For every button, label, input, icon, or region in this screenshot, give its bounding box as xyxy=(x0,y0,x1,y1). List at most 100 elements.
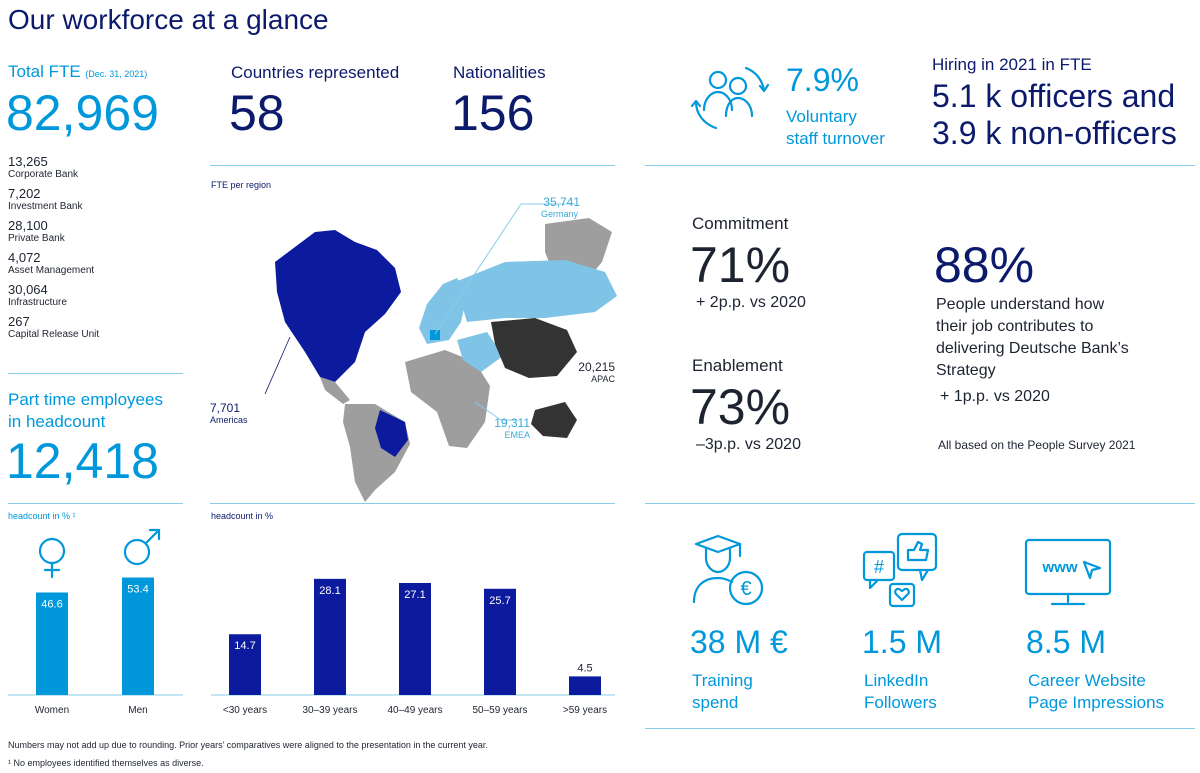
bar-value-label: 28.1 xyxy=(319,585,340,597)
segment-value: 267 xyxy=(8,314,30,329)
linkedin-line2: Followers xyxy=(864,693,937,712)
middle-east-shape xyxy=(457,332,503,372)
nationalities-value: 156 xyxy=(451,85,535,141)
category-tick-label: 30–39 years xyxy=(302,705,357,716)
nationalities-label: Nationalities xyxy=(453,63,546,82)
segment-label: Private Bank xyxy=(8,233,65,244)
enablement-value: 73% xyxy=(690,379,791,435)
bar-value-label: 27.1 xyxy=(404,589,425,601)
bar-value-label: 46.6 xyxy=(41,598,62,610)
bar-4 xyxy=(569,676,601,695)
segment-label: Capital Release Unit xyxy=(8,329,100,340)
segment-value: 4,072 xyxy=(8,250,41,265)
career-label: Career Website Page Impressions xyxy=(1028,670,1164,714)
footnote-rounding: Numbers may not add up due to rounding. … xyxy=(8,740,488,750)
segment-label: Corporate Bank xyxy=(8,169,79,180)
segment-value: 30,064 xyxy=(8,282,48,297)
bar-value-label: 14.7 xyxy=(234,640,255,652)
south-america-shape xyxy=(343,404,410,502)
segment-value: 7,202 xyxy=(8,186,41,201)
training-label: Training spend xyxy=(692,670,753,714)
countries-value: 58 xyxy=(229,85,285,141)
linkedin-label: LinkedIn Followers xyxy=(864,670,937,714)
training-line1: Training xyxy=(692,671,753,690)
category-tick-label: Men xyxy=(128,705,147,716)
divider-left-2 xyxy=(8,503,183,504)
gender-chart-title: headcount in % ¹ xyxy=(8,511,76,521)
strategy-value: 88% xyxy=(934,237,1035,293)
bar-0 xyxy=(229,634,261,695)
brazil-shape xyxy=(375,410,408,457)
footnote-diverse: ¹ No employees identified themselves as … xyxy=(8,758,204,768)
turnover-label-line1: Voluntary xyxy=(786,107,857,126)
training-line2: spend xyxy=(692,693,739,712)
germany-name: Germany xyxy=(541,209,579,219)
americas-leader xyxy=(264,336,291,395)
apac-name: APAC xyxy=(591,374,615,384)
age-chart-title: headcount in % xyxy=(211,511,273,521)
graduate-euro-icon: € xyxy=(692,534,764,606)
age-chart: headcount in % 14.7 <30 years 28.1 30–39 ye… xyxy=(211,511,615,716)
emea-leader xyxy=(474,401,517,421)
enablement-change: –3p.p. vs 2020 xyxy=(696,436,801,453)
part-time-label-line2: in headcount xyxy=(8,412,106,431)
svg-text:#: # xyxy=(874,557,884,577)
strategy-line3: delivering Deutsche Bank’s xyxy=(936,340,1129,357)
divider-mid-2 xyxy=(210,503,615,504)
total-fte-label: Total FTE xyxy=(8,62,81,81)
commitment-label: Commitment xyxy=(692,214,789,233)
monitor-www-icon: www xyxy=(1024,538,1112,606)
americas-value: 7,701 xyxy=(210,401,240,415)
part-time-value: 12,418 xyxy=(6,433,159,489)
linkedin-line1: LinkedIn xyxy=(864,671,929,690)
bar-1 xyxy=(314,578,346,695)
map-title: FTE per region xyxy=(211,180,271,190)
hiring-line2: 3.9 k non-officers xyxy=(932,115,1177,151)
category-tick-label: >59 years xyxy=(563,705,607,716)
europe-shape xyxy=(419,278,467,344)
segment-value: 13,265 xyxy=(8,154,48,169)
category-tick-label: 50–59 years xyxy=(472,705,527,716)
hiring-label: Hiring in 2021 in FTE xyxy=(932,55,1092,74)
africa-shape xyxy=(405,350,490,448)
countries-label: Countries represented xyxy=(231,63,400,82)
bar-2 xyxy=(399,582,431,695)
strategy-line2: their job contributes to xyxy=(936,318,1094,335)
male-icon xyxy=(123,528,161,566)
bar-value-label: 25.7 xyxy=(489,595,510,607)
people-rotation-icon xyxy=(690,66,770,130)
turnover-value: 7.9% xyxy=(786,62,859,98)
germany-value: 35,741 xyxy=(543,195,580,209)
world-map: FTE per region 35,741 Germany 20,215 APA… xyxy=(210,180,617,502)
strategy-line1: People understand how xyxy=(936,296,1105,313)
germany-shape xyxy=(430,330,440,340)
page-title: Our workforce at a glance xyxy=(8,4,329,35)
linkedin-value: 1.5 M xyxy=(862,624,943,660)
segment-list: 13,265 Corporate Bank 7,202 Investment Bank… xyxy=(8,154,178,346)
central-america-shape xyxy=(320,377,350,404)
part-time-label: Part time employees in headcount xyxy=(8,389,163,433)
americas-north-shape xyxy=(275,230,401,382)
category-tick-label: Women xyxy=(35,705,69,716)
emea-name: EMEA xyxy=(504,430,530,440)
total-fte-date: (Dec. 31, 2021) xyxy=(85,69,148,79)
bar-1 xyxy=(122,577,154,695)
hiring-values: 5.1 k officers and 3.9 k non-officers xyxy=(932,78,1177,152)
hiring-line1: 5.1 k officers and xyxy=(932,78,1176,114)
category-tick-label: 40–49 years xyxy=(387,705,442,716)
enablement-label: Enablement xyxy=(692,356,783,375)
career-value: 8.5 M xyxy=(1026,624,1107,660)
australia-shape xyxy=(531,402,577,438)
americas-name: Americas xyxy=(210,415,248,425)
part-time-label-line1: Part time employees xyxy=(8,390,163,409)
divider-right-2 xyxy=(645,503,1195,504)
social-media-icon: # xyxy=(862,532,938,608)
total-fte-value: 82,969 xyxy=(6,85,159,141)
divider-left-1 xyxy=(8,373,183,374)
divider-right-1 xyxy=(645,165,1195,166)
germany-leader xyxy=(434,203,522,335)
divider-mid-1 xyxy=(210,165,615,166)
bar-value-label: 53.4 xyxy=(127,584,148,596)
segment-label: Infrastructure xyxy=(8,297,67,308)
north-asia-shape xyxy=(455,260,617,322)
